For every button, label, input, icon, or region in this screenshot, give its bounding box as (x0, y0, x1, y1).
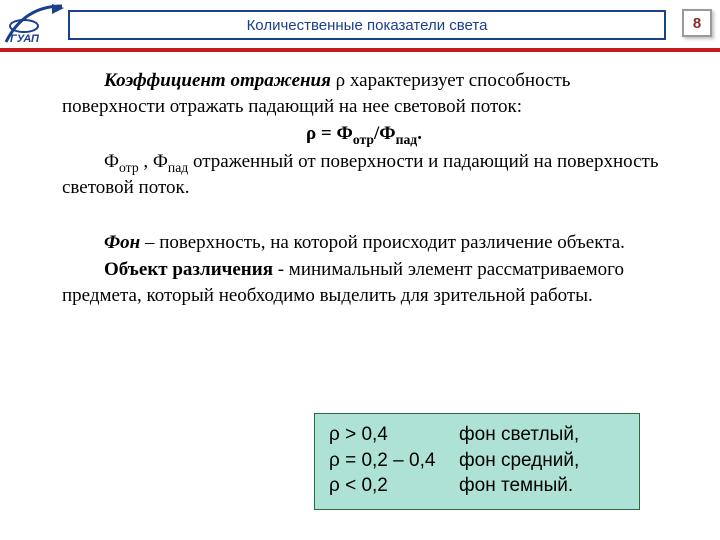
body-text: Коэффициент отражения ρ характеризует сп… (62, 68, 666, 311)
page-number: 8 (693, 15, 701, 32)
slide-title: Количественные показатели света (247, 17, 488, 34)
formula-sub2: пад (396, 132, 418, 147)
formula-sub1: отр (353, 132, 374, 147)
text: – поверхность, на которой происходит раз… (140, 232, 625, 253)
class-cond: ρ = 0,2 – 0,4 (329, 448, 459, 474)
class-desc: фон средний, (459, 448, 579, 474)
text: , (139, 151, 153, 172)
paragraph-reflection-coefficient: Коэффициент отражения ρ характеризует сп… (62, 68, 666, 119)
formula-tail: . (417, 123, 422, 144)
text: пад (168, 160, 188, 175)
term-coefficient: Коэффициент отражения (104, 70, 331, 91)
formula: ρ = Фотр/Фпад. (62, 121, 666, 147)
logo-text: ГУАП (10, 33, 40, 45)
paragraph-background: Фон – поверхность, на которой происходит… (62, 230, 666, 256)
header: ГУАП Количественные показатели света 8 (0, 6, 720, 42)
classification-box: ρ > 0,4 фон светлый, ρ = 0,2 – 0,4 фон с… (314, 413, 640, 510)
text: Ф (104, 151, 119, 172)
formula-lhs: ρ = Ф (306, 123, 353, 144)
formula-mid: /Ф (374, 123, 396, 144)
class-desc: фон светлый, (459, 422, 579, 448)
text: Ф (153, 151, 168, 172)
title-bar: Количественные показатели света (68, 10, 666, 40)
class-desc: фон темный. (459, 473, 573, 499)
paragraph-flux-defs: Фотр , Фпад отраженный от поверхности и … (62, 149, 666, 200)
class-cond: ρ > 0,4 (329, 422, 459, 448)
term-background: Фон (104, 232, 140, 253)
spacer (62, 202, 666, 228)
slide: ГУАП Количественные показатели света 8 К… (0, 0, 720, 540)
class-cond: ρ < 0,2 (329, 473, 459, 499)
divider-rule (0, 48, 720, 52)
page-number-box: 8 (682, 9, 712, 37)
class-row: ρ > 0,4 фон светлый, (329, 422, 625, 448)
text: отр (119, 160, 139, 175)
term-object: Объект различения (104, 259, 273, 280)
logo: ГУАП (4, 2, 66, 46)
paragraph-object: Объект различения - минимальный элемент … (62, 257, 666, 308)
class-row: ρ = 0,2 – 0,4 фон средний, (329, 448, 625, 474)
class-row: ρ < 0,2 фон темный. (329, 473, 625, 499)
